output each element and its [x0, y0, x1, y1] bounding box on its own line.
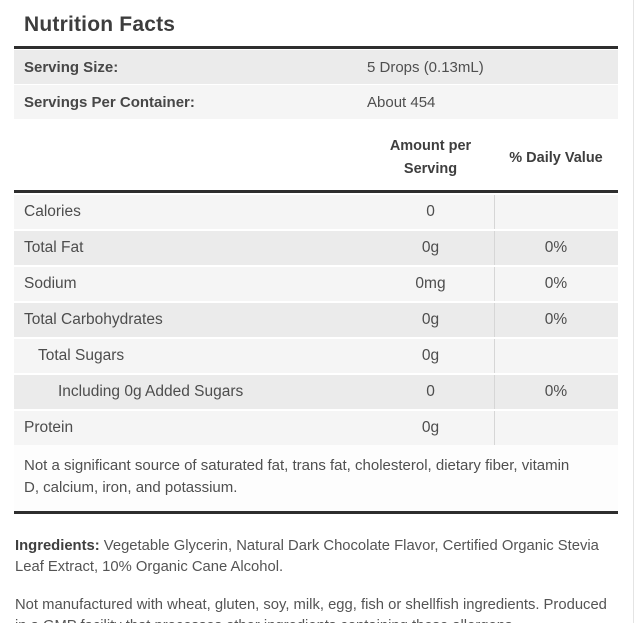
column-header-spacer [14, 135, 367, 181]
amount-per-serving-header-text: Amount per Serving [389, 138, 472, 178]
ingredients-label: Ingredients: [15, 538, 100, 555]
not-significant-source-footnote: Not a significant source of saturated fa… [14, 445, 618, 512]
panel-title: Nutrition Facts [24, 13, 176, 36]
serving-size-row: Serving Size: 5 Drops (0.13mL) [14, 50, 618, 84]
ingredients-text: Vegetable Glycerin, Natural Dark Chocola… [15, 538, 599, 576]
nutrient-row-calories: Calories 0 [14, 195, 618, 230]
nutrient-daily-value [494, 339, 617, 374]
column-header-row: Amount per Serving % Daily Value [14, 119, 618, 190]
nutrient-row-added-sugars: Including 0g Added Sugars 0 0% [14, 375, 618, 410]
nutrient-amount: 0g [421, 347, 440, 365]
nutrient-daily-value [494, 195, 617, 230]
nutrient-amount: 0mg [415, 275, 446, 293]
nutrient-row-sodium: Sodium 0mg 0% [14, 267, 618, 302]
servings-per-container-value: About 454 [367, 93, 436, 111]
nutrient-row-total-fat: Total Fat 0g 0% [14, 231, 618, 266]
nutrient-name: Including 0g Added Sugars [58, 383, 244, 401]
servings-per-container-row: Servings Per Container: About 454 [14, 85, 618, 119]
nutrient-amount: 0g [421, 239, 440, 257]
nutrient-name: Total Carbohydrates [24, 311, 163, 329]
nutrient-name: Calories [24, 203, 81, 221]
ingredients-paragraph: Ingredients: Vegetable Glycerin, Natural… [0, 536, 633, 578]
nutrient-row-protein: Protein 0g [14, 411, 618, 446]
nutrient-table: Calories 0 Total Fat 0g 0% Sodium 0mg 0%… [0, 195, 633, 446]
nutrient-name: Total Fat [24, 239, 84, 257]
amount-per-serving-header: Amount per Serving [367, 135, 494, 181]
nutrient-daily-value: 0% [494, 231, 617, 266]
nutrient-daily-value [494, 411, 617, 446]
nutrient-daily-value: 0% [494, 303, 617, 338]
bottom-rule [14, 511, 618, 515]
serving-info-table: Serving Size: 5 Drops (0.13mL) Servings … [0, 50, 633, 119]
servings-per-container-label: Servings Per Container: [24, 93, 195, 111]
nutrient-name: Total Sugars [38, 347, 125, 365]
nutrient-name: Sodium [24, 275, 77, 293]
serving-size-label: Serving Size: [24, 58, 119, 76]
nutrient-daily-value: 0% [494, 375, 617, 410]
nutrient-amount: 0g [421, 311, 440, 329]
top-rule [14, 46, 618, 49]
nutrient-row-total-sugars: Total Sugars 0g [14, 339, 618, 374]
nutrient-daily-value: 0% [494, 267, 617, 302]
header-rule [14, 190, 618, 194]
nutrient-name: Protein [24, 419, 74, 437]
nutrient-amount: 0 [426, 383, 435, 401]
nutrient-amount: 0 [426, 203, 435, 221]
allergen-note: Not manufactured with wheat, gluten, soy… [15, 597, 607, 623]
daily-value-header: % Daily Value [509, 150, 603, 167]
nutrient-amount: 0g [421, 419, 440, 437]
nutrient-row-total-carbohydrates: Total Carbohydrates 0g 0% [14, 303, 618, 338]
serving-size-value: 5 Drops (0.13mL) [367, 58, 484, 76]
